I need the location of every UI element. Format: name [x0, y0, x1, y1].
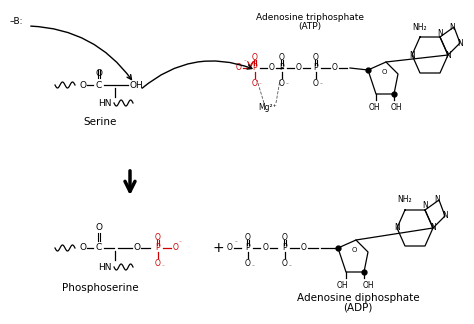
Text: N: N — [394, 224, 400, 233]
Text: N: N — [430, 224, 436, 233]
Text: N: N — [437, 29, 443, 38]
Text: HN: HN — [99, 262, 112, 272]
Text: C: C — [96, 80, 102, 89]
Text: O: O — [173, 244, 179, 252]
Text: O: O — [245, 260, 251, 269]
Text: NH₂: NH₂ — [413, 22, 428, 31]
Text: P: P — [314, 64, 319, 73]
Text: O: O — [313, 52, 319, 62]
Text: O: O — [95, 224, 102, 233]
Text: O: O — [269, 64, 275, 73]
Text: O: O — [134, 244, 140, 252]
Text: O: O — [282, 260, 288, 269]
Text: O: O — [301, 244, 307, 252]
Text: Serine: Serine — [83, 117, 117, 127]
Text: ⁻: ⁻ — [258, 84, 262, 88]
Text: O: O — [252, 78, 258, 87]
Text: ⁻: ⁻ — [179, 241, 182, 247]
Text: O: O — [80, 244, 86, 252]
Text: O: O — [282, 233, 288, 241]
Text: N: N — [409, 51, 415, 60]
Text: OH: OH — [336, 282, 348, 291]
Text: Phosphoserine: Phosphoserine — [62, 283, 138, 293]
Text: ⁻: ⁻ — [289, 265, 292, 271]
Text: Adenosine diphosphate: Adenosine diphosphate — [297, 293, 419, 303]
Text: O: O — [245, 233, 251, 241]
Text: ⁻: ⁻ — [285, 84, 289, 88]
Text: N: N — [445, 51, 451, 60]
Text: O: O — [263, 244, 269, 252]
Text: O: O — [80, 80, 86, 89]
Text: O: O — [155, 233, 161, 241]
Text: ⁻: ⁻ — [244, 61, 246, 65]
Text: P: P — [283, 244, 287, 252]
Text: O: O — [296, 64, 302, 73]
Text: O: O — [227, 244, 233, 252]
Text: N: N — [434, 195, 440, 204]
Text: O: O — [381, 69, 387, 75]
Text: OH: OH — [368, 102, 380, 111]
Text: O: O — [95, 68, 102, 77]
Text: O: O — [313, 78, 319, 87]
Text: N: N — [422, 202, 428, 211]
Text: (ADP): (ADP) — [343, 303, 373, 313]
Text: (ATP): (ATP) — [299, 22, 321, 31]
Text: O: O — [351, 247, 357, 253]
Text: O: O — [155, 260, 161, 269]
Text: O: O — [332, 64, 338, 73]
Text: P: P — [155, 244, 160, 252]
Text: O: O — [279, 78, 285, 87]
Text: N: N — [457, 39, 463, 48]
Text: OH: OH — [129, 80, 143, 89]
Text: O: O — [279, 52, 285, 62]
Text: Adenosine triphosphate: Adenosine triphosphate — [256, 14, 364, 22]
Text: OH: OH — [390, 102, 402, 111]
Text: P: P — [280, 64, 284, 73]
Text: P: P — [246, 244, 250, 252]
Text: +: + — [212, 241, 224, 255]
Text: Mg²⁺: Mg²⁺ — [259, 103, 277, 112]
Text: OH: OH — [362, 282, 374, 291]
Text: O: O — [252, 52, 258, 62]
Text: ⁻: ⁻ — [319, 84, 322, 88]
Text: –B:: –B: — [10, 17, 24, 27]
Text: P: P — [253, 64, 257, 73]
Text: N: N — [442, 212, 448, 221]
Text: ⁻: ⁻ — [252, 265, 255, 271]
Text: N: N — [449, 22, 455, 31]
Text: NH₂: NH₂ — [398, 195, 412, 204]
Text: C: C — [96, 244, 102, 252]
Text: ⁻: ⁻ — [162, 265, 164, 271]
Text: ⁻: ⁻ — [235, 241, 237, 247]
Text: O: O — [236, 64, 242, 73]
Text: HN: HN — [99, 98, 112, 108]
